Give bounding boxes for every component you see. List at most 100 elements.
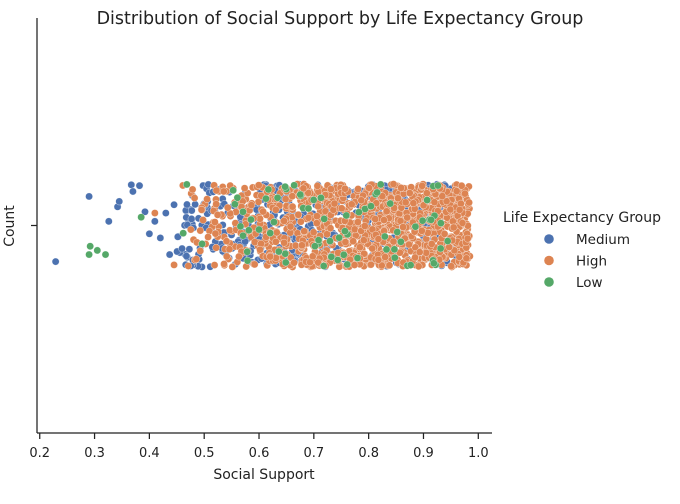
low-point: [236, 222, 245, 231]
medium-point: [174, 233, 182, 241]
low-point: [262, 194, 270, 203]
high-point: [254, 181, 263, 189]
high-point: [304, 189, 312, 197]
low-point: [376, 180, 385, 189]
high-point: [288, 202, 297, 211]
high-point: [188, 185, 197, 194]
high-point: [329, 206, 338, 214]
low-point: [406, 261, 415, 269]
low-point: [386, 199, 394, 208]
low-point: [423, 196, 431, 204]
high-point: [396, 248, 404, 257]
x-tick-label: 0.9: [413, 446, 434, 461]
high-point: [170, 261, 178, 269]
low-point: [443, 237, 452, 245]
low-point: [231, 200, 239, 208]
low-point: [281, 249, 289, 258]
medium-point: [156, 234, 165, 242]
x-tick-label: 0.3: [84, 446, 105, 461]
high-point: [405, 240, 413, 249]
high-point: [463, 234, 472, 243]
low-point: [397, 238, 405, 246]
high-point: [222, 252, 231, 261]
medium-point: [141, 208, 149, 216]
high-point: [354, 218, 362, 226]
high-point: [409, 199, 418, 207]
high-point: [314, 258, 322, 267]
high-point: [225, 245, 234, 253]
high-point: [228, 263, 237, 271]
low-point: [382, 245, 391, 254]
high-point: [411, 253, 419, 262]
low-point: [335, 233, 343, 242]
low-point: [367, 202, 375, 210]
high-point: [414, 262, 423, 271]
high-point: [298, 241, 306, 250]
low-point: [391, 253, 399, 262]
high-point: [427, 240, 436, 248]
low-point: [436, 244, 445, 253]
x-tick-label: 0.5: [194, 446, 215, 461]
x-axis-label: Social Support: [213, 467, 315, 483]
high-point: [271, 206, 280, 214]
low-point: [320, 215, 328, 223]
low-point: [264, 185, 273, 194]
high-point: [288, 192, 297, 200]
low-point: [311, 242, 319, 250]
high-point: [371, 215, 379, 223]
low-point: [86, 242, 94, 251]
high-point: [455, 206, 464, 214]
low-point: [314, 236, 323, 244]
high-point: [341, 238, 350, 246]
high-point: [385, 261, 394, 270]
high-point: [401, 198, 410, 207]
high-point: [190, 194, 199, 202]
high-point: [365, 184, 373, 192]
medium-point: [170, 200, 178, 209]
high-point: [405, 189, 414, 197]
high-point: [360, 222, 369, 230]
high-point: [438, 192, 447, 200]
high-point: [266, 252, 274, 261]
medium-point: [162, 209, 170, 217]
low-point: [198, 240, 206, 248]
high-point: [212, 243, 220, 252]
medium-point: [129, 187, 137, 196]
high-point: [354, 185, 362, 193]
high-point: [357, 196, 366, 205]
high-point: [330, 199, 339, 208]
low-point: [247, 215, 255, 224]
high-point: [259, 207, 267, 216]
medium-point: [187, 215, 196, 223]
low-point: [273, 193, 282, 202]
high-point: [327, 185, 335, 193]
high-point: [418, 227, 426, 235]
medium-legend-marker: [544, 234, 554, 244]
low-point: [266, 229, 275, 237]
medium-point: [191, 200, 199, 209]
high-point: [308, 252, 317, 261]
low-point: [183, 180, 191, 189]
low-point: [319, 262, 328, 270]
low-point: [281, 258, 290, 267]
low-point: [239, 208, 247, 216]
high-point: [314, 202, 322, 211]
high-point: [219, 187, 228, 196]
x-ticks: 0.2 0.3 0.4 0.5 0.6 0.7 0.8 0.9 1.0: [29, 433, 489, 461]
x-tick-label: 0.8: [358, 446, 379, 461]
high-point: [418, 182, 426, 190]
low-point: [137, 213, 145, 221]
high-point: [356, 243, 364, 252]
high-point: [290, 258, 298, 267]
high-point: [199, 216, 207, 224]
medium-point: [145, 230, 154, 238]
high-point: [380, 216, 388, 224]
high-point: [212, 200, 220, 208]
low-point: [393, 228, 402, 236]
high-legend-marker: [544, 255, 554, 266]
high-point: [423, 189, 431, 197]
low-point: [93, 246, 102, 255]
high-point: [203, 195, 211, 203]
high-point: [374, 235, 383, 243]
legend: Life Expectancy Group Medium High Low: [503, 210, 661, 291]
